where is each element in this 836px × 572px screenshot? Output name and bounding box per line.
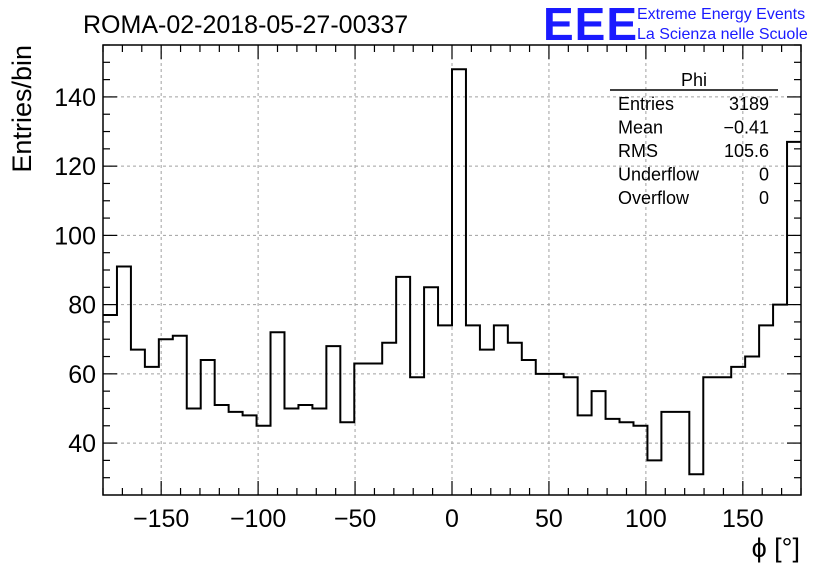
x-tick-label: −100 — [230, 505, 286, 533]
y-tick-labels: 40 60 80 100 120 140 — [54, 84, 96, 458]
stats-value: 3189 — [729, 94, 769, 114]
histogram-bars — [103, 68, 801, 476]
stats-value: 105.6 — [724, 141, 769, 161]
y-tick-label: 120 — [54, 153, 96, 181]
stats-box: Phi Entries 3189 Mean −0.41 RMS 105.6 Underflo… — [610, 70, 778, 208]
stats-label: Mean — [618, 118, 663, 138]
x-tick-labels: −150 −100 −50 0 50 100 150 — [133, 505, 764, 533]
x-tick-label: 150 — [722, 505, 764, 533]
x-tick-label: 50 — [535, 505, 563, 533]
stats-label: Overflow — [618, 188, 690, 208]
eee-logo: EEE Extreme Energy Events La Scienza nel… — [543, 0, 808, 50]
stats-value: 0 — [759, 188, 769, 208]
stats-label: Entries — [618, 94, 674, 114]
y-tick-label: 100 — [54, 222, 96, 250]
y-tick-label: 40 — [68, 430, 96, 458]
stats-value: −0.41 — [723, 118, 769, 138]
axis-ticks — [102, 44, 802, 495]
x-tick-label: 100 — [625, 505, 667, 533]
logo-line1: Extreme Energy Events — [637, 6, 805, 23]
x-axis-label: ϕ [°] — [752, 533, 800, 563]
stats-title: Phi — [681, 70, 707, 90]
y-axis-label: Entries/bin — [7, 45, 37, 173]
stats-value: 0 — [759, 165, 769, 185]
logo-acronym: EEE — [543, 0, 638, 50]
x-tick-label: 0 — [445, 505, 459, 533]
stats-label: RMS — [618, 141, 658, 161]
y-tick-label: 80 — [68, 292, 96, 320]
x-tick-label: −150 — [133, 505, 189, 533]
y-tick-label: 140 — [54, 84, 96, 112]
x-tick-label: −50 — [334, 505, 376, 533]
histogram-step-line — [103, 68, 801, 476]
stats-rows: Entries 3189 Mean −0.41 RMS 105.6 Underflow 0 Ov… — [618, 94, 769, 208]
chart-title: ROMA-02-2018-05-27-00337 — [83, 11, 408, 39]
logo-line2: La Scienza nelle Scuole — [637, 26, 808, 43]
stats-label: Underflow — [618, 165, 700, 185]
y-tick-label: 60 — [68, 361, 96, 389]
